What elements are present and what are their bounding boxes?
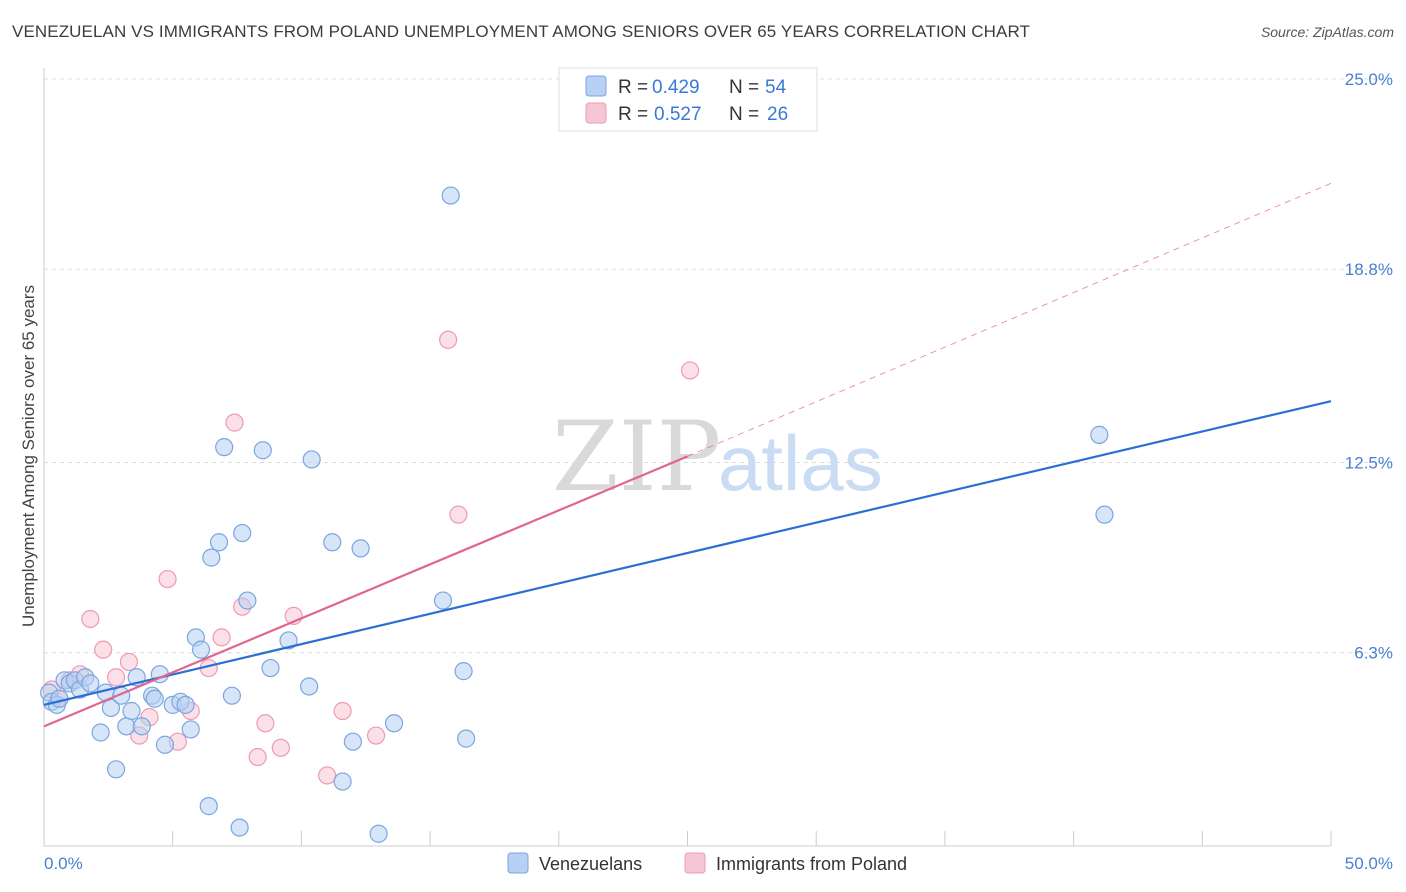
data-point-venezuelan (1095, 505, 1114, 524)
data-point-poland (106, 668, 126, 687)
data-point-venezuelan (222, 686, 242, 705)
bottom-legend: Venezuelans Immigrants from Poland (507, 852, 907, 874)
legend-swatch-poland (585, 102, 607, 124)
data-point-venezuelan (279, 631, 298, 650)
data-point-venezuelan (457, 729, 476, 748)
watermark: ZIP atlas (552, 401, 883, 513)
data-point-poland (158, 569, 177, 589)
gridlines (44, 78, 1393, 654)
bottom-legend-label-poland: Immigrants from Poland (716, 854, 907, 874)
data-point-poland (318, 766, 337, 785)
data-point-venezuelan (155, 735, 175, 754)
data-point-venezuelan (238, 591, 257, 610)
data-point-poland (119, 652, 139, 672)
x-tick-label-max: 50.0% (1345, 854, 1393, 873)
data-point-poland (248, 747, 267, 767)
data-point-venezuelan (433, 591, 453, 610)
data-point-venezuelan (145, 689, 164, 708)
data-point-venezuelan (369, 824, 388, 843)
data-point-venezuelan (176, 695, 195, 714)
data-point-poland (256, 714, 275, 733)
data-point-venezuelan (181, 720, 200, 739)
legend-r-label-1: R = (618, 77, 648, 98)
data-point-poland (225, 413, 244, 432)
data-point-venezuelan (441, 186, 460, 205)
data-point-venezuelan (261, 658, 280, 678)
data-point-venezuelan (1090, 425, 1109, 444)
data-point-venezuelan (209, 533, 229, 552)
data-point-venezuelan (302, 450, 321, 469)
y-tick-label: 18.8% (1345, 260, 1393, 279)
data-point-venezuelan (191, 640, 211, 659)
data-point-venezuelan (81, 674, 100, 693)
data-point-venezuelan (233, 523, 252, 543)
data-point-poland (271, 738, 290, 757)
data-point-venezuelan (253, 441, 272, 460)
data-point-venezuelan (454, 662, 473, 681)
watermark-atlas: atlas (718, 419, 883, 507)
legend-n-value-2: 26 (767, 104, 788, 125)
legend-r-value-1: 0.429 (652, 77, 700, 98)
data-point-venezuelan (199, 797, 218, 816)
y-tick-label: 6.3% (1354, 644, 1393, 663)
x-ticks (43, 831, 1332, 846)
legend-n-value-1: 54 (765, 77, 787, 98)
data-point-venezuelan (202, 548, 221, 567)
legend-n-label-2: N = (729, 104, 759, 125)
top-legend: R = 0.429 N = 54 R = 0.527 N = 26 (558, 67, 818, 132)
data-point-venezuelan (106, 760, 126, 779)
data-point-venezuelan (91, 723, 110, 742)
y-tick-label: 12.5% (1345, 454, 1393, 473)
data-point-poland (81, 609, 100, 629)
legend-swatch-venezuelans (585, 75, 607, 97)
bottom-legend-label-venezuelans: Venezuelans (539, 854, 642, 874)
legend-r-value-2: 0.527 (654, 104, 702, 125)
data-point-poland (366, 726, 386, 745)
bottom-legend-swatch-venezuelans (507, 852, 529, 874)
bottom-legend-swatch-poland (684, 852, 706, 874)
legend-n-label-1: N = (729, 77, 759, 98)
source-label: Source: ZipAtlas.com (1260, 24, 1394, 40)
data-point-poland (449, 505, 468, 524)
data-point-poland (94, 640, 113, 659)
legend-r-label-2: R = (618, 104, 648, 125)
chart-title: VENEZUELAN VS IMMIGRANTS FROM POLAND UNE… (12, 22, 1031, 41)
data-point-venezuelan (333, 772, 352, 791)
y-tick-label: 25.0% (1345, 70, 1393, 89)
data-point-poland (680, 361, 700, 380)
data-point-venezuelan (323, 533, 342, 552)
y-tick-labels: 6.3% 12.5% 18.8% 25.0% (1345, 70, 1393, 663)
data-point-poland (439, 330, 458, 349)
data-point-venezuelan (132, 717, 151, 736)
data-point-venezuelan (351, 539, 370, 558)
poland-points (42, 330, 700, 785)
data-point-venezuelan (117, 717, 136, 736)
data-point-venezuelan (343, 732, 362, 751)
data-point-poland (212, 628, 231, 647)
data-point-venezuelan (230, 818, 249, 837)
data-point-venezuelan (215, 438, 234, 457)
data-point-venezuelan (122, 701, 141, 721)
watermark-zip: ZIP (552, 401, 721, 513)
data-point-venezuelan (384, 714, 404, 733)
x-tick-label-min: 0.0% (44, 854, 83, 873)
trend-line-poland (43, 455, 688, 728)
venezuelan-points (40, 186, 1114, 843)
trend-lines (43, 182, 1332, 728)
data-point-poland (333, 701, 352, 721)
trend-line-venezuelans (43, 400, 1332, 706)
y-axis-label: Unemployment Among Seniors over 65 years (19, 285, 38, 627)
trend-line-poland-extension (687, 182, 1332, 457)
data-point-venezuelan (300, 677, 319, 696)
